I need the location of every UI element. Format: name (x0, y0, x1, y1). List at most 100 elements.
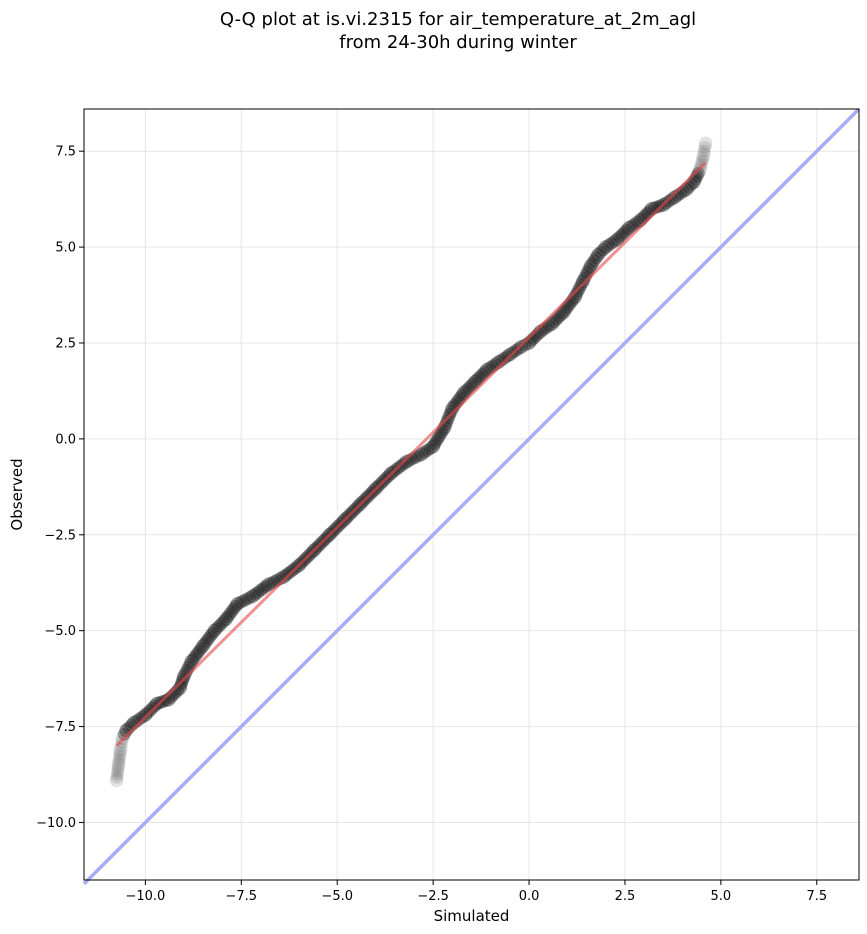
x-tick-label: −2.5 (417, 889, 449, 904)
x-tick-label: 0.0 (519, 889, 540, 904)
reference-line (82, 107, 861, 886)
quantile-point (217, 614, 231, 628)
quantile-point (261, 577, 276, 592)
quantile-point (227, 602, 241, 616)
quantile-point (423, 441, 437, 455)
quantile-point (444, 404, 458, 418)
quantile-point (471, 372, 485, 386)
quantile-point (111, 761, 125, 775)
quantile-point (473, 370, 487, 384)
quantile-point (440, 414, 454, 428)
quantile-point (251, 585, 265, 599)
quantile-point (698, 140, 712, 154)
quantile-point (218, 612, 233, 627)
fit-line (115, 161, 707, 747)
quantile-point (186, 652, 200, 666)
quantile-point (149, 696, 164, 711)
quantile-point (651, 200, 665, 214)
quantile-point (598, 240, 613, 255)
quantile-point (202, 631, 216, 645)
y-tick-label: −2.5 (44, 528, 76, 543)
quantile-point (397, 457, 411, 471)
quantile-point (434, 426, 448, 440)
x-axis-ticks: −10.0 −7.5 −5.0 −2.5 0.0 2.5 5.0 7.5 (125, 880, 827, 904)
quantile-point (662, 194, 676, 208)
quantile-point (210, 621, 224, 635)
quantile-point (479, 362, 494, 377)
quantile-point (478, 365, 492, 379)
y-tick-label: −5.0 (44, 624, 76, 639)
quantile-point (414, 447, 429, 462)
plot-frame (83, 108, 860, 881)
x-axis-label: Simulated (434, 907, 510, 925)
x-tick-label: −5.0 (321, 889, 353, 904)
quantile-point (212, 619, 226, 633)
quantile-point (667, 190, 682, 205)
quantile-point (109, 773, 124, 788)
quantile-point (459, 384, 473, 398)
quantile-point (554, 308, 568, 322)
quantile-point (587, 254, 601, 268)
quantile-point (500, 349, 514, 363)
quantile-point (112, 752, 126, 766)
quantile-point (691, 166, 705, 180)
chart-title-line-1: Q-Q plot at is.vi.2315 for air_temperatu… (219, 9, 697, 30)
quantile-point (112, 755, 126, 769)
y-tick-label: −7.5 (44, 720, 76, 735)
quantile-point (117, 727, 131, 741)
quantile-point (461, 381, 475, 395)
quantile-point (591, 247, 606, 262)
quantile-point (594, 245, 608, 259)
quantile-point (194, 642, 208, 656)
quantile-point (240, 592, 254, 606)
quantile-point (497, 351, 511, 365)
quantile-point (174, 678, 188, 692)
quantile-point (696, 151, 710, 165)
grid (84, 109, 859, 880)
quantile-point (198, 636, 212, 650)
quantile-point (610, 232, 625, 247)
lines (82, 107, 861, 886)
quantile-point (552, 310, 566, 324)
y-axis-ticks: −10.0 −7.5 −5.0 −2.5 0.0 2.5 5.0 7.5 (36, 145, 84, 831)
quantile-point (113, 749, 127, 763)
quantile-point (545, 316, 560, 331)
quantile-point (192, 644, 206, 658)
quantile-point (433, 429, 447, 443)
quantile-point (475, 367, 489, 381)
quantile-point (206, 626, 220, 640)
quantile-point (245, 589, 260, 604)
quantile-point (698, 136, 713, 151)
quantile-point (145, 701, 159, 715)
quantile-point (694, 157, 708, 171)
quantile-point (582, 262, 596, 276)
quantile-point (426, 439, 441, 454)
y-tick-label: 2.5 (55, 336, 76, 351)
quantile-point (613, 230, 627, 244)
quantile-point (468, 374, 483, 389)
quantile-point (628, 217, 642, 231)
quantile-point (276, 569, 291, 584)
quantile-point (665, 192, 679, 206)
quantile-points (109, 136, 713, 788)
x-tick-label: −10.0 (125, 889, 165, 904)
quantile-point (570, 287, 584, 301)
quantile-point (399, 454, 414, 469)
quantile-point (113, 746, 127, 760)
quantile-point (596, 243, 610, 257)
quantile-point (230, 596, 245, 611)
y-tick-label: 7.5 (55, 145, 76, 160)
y-tick-label: 5.0 (55, 241, 76, 256)
quantile-point (259, 580, 273, 594)
quantile-point (585, 256, 599, 270)
quantile-point (133, 712, 147, 726)
quantile-point (518, 338, 532, 352)
quantile-point (625, 219, 639, 233)
quantile-point (183, 657, 197, 671)
quantile-point (111, 757, 126, 772)
quantile-point (243, 591, 257, 605)
quantile-point (577, 272, 591, 286)
quantile-point (178, 667, 192, 681)
quantile-point (188, 649, 202, 663)
